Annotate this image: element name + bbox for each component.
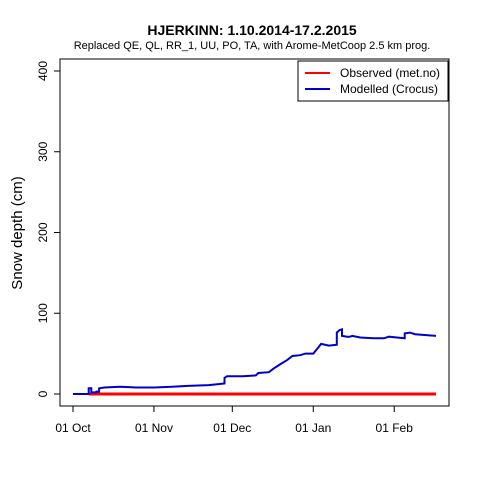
y-tick-label: 400 bbox=[36, 61, 50, 81]
chart-title: HJERKINN: 1.10.2014-17.2.2015 bbox=[147, 22, 357, 38]
y-axis-label: Snow depth (cm) bbox=[9, 176, 26, 289]
legend: Observed (met.no) Modelled (Crocus) bbox=[297, 60, 449, 102]
x-tick-label: 01 Jan bbox=[295, 421, 331, 435]
plot-frame bbox=[59, 58, 450, 407]
y-axis: 0 100 200 300 400 bbox=[36, 61, 61, 397]
x-tick-label: 01 Nov bbox=[135, 421, 173, 435]
y-tick-label: 200 bbox=[36, 222, 50, 242]
y-tick-label: 0 bbox=[36, 390, 50, 397]
chart-subtitle: Replaced QE, QL, RR_1, UU, PO, TA, with … bbox=[74, 40, 431, 52]
legend-box bbox=[297, 60, 449, 102]
series-layer bbox=[73, 328, 437, 396]
series-line-modelled bbox=[73, 328, 437, 395]
y-tick-label: 100 bbox=[36, 303, 50, 323]
legend-label-observed: Observed (met.no) bbox=[340, 66, 440, 80]
y-tick-label: 300 bbox=[36, 141, 50, 161]
x-tick-label: 01 Dec bbox=[213, 421, 251, 435]
x-tick-label: 01 Oct bbox=[55, 421, 91, 435]
x-tick-label: 01 Feb bbox=[376, 421, 414, 435]
x-axis: 01 Oct 01 Nov 01 Dec 01 Jan 01 Feb bbox=[55, 405, 414, 435]
legend-label-modelled: Modelled (Crocus) bbox=[340, 82, 438, 96]
